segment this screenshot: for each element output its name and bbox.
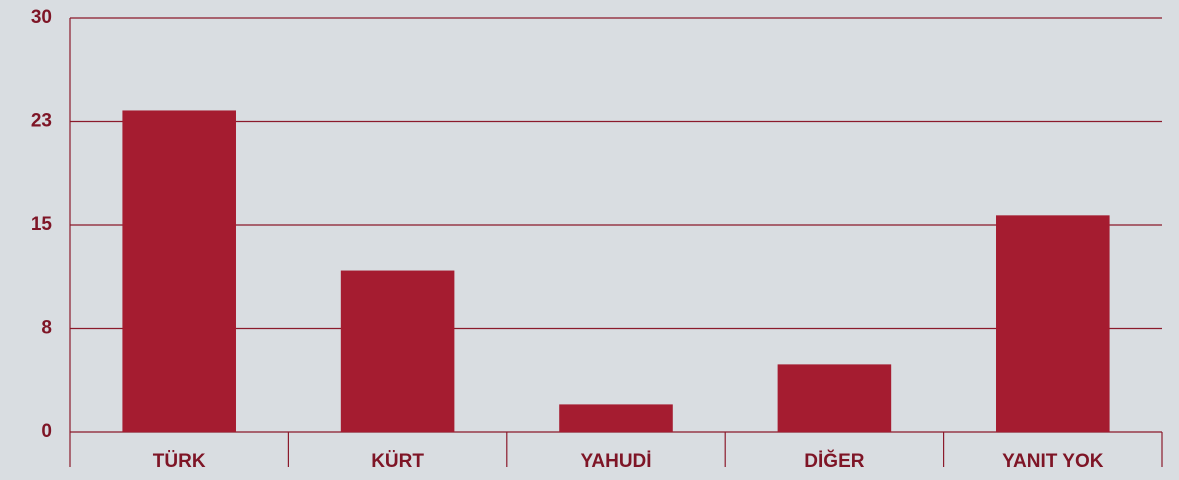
y-tick-label: 8 <box>41 318 52 339</box>
y-tick-label: 15 <box>31 214 53 235</box>
x-tick-label: YANIT YOK <box>1002 451 1104 472</box>
y-tick-label: 30 <box>31 7 52 28</box>
bar <box>996 215 1110 432</box>
bar <box>559 404 673 432</box>
x-tick-label: KÜRT <box>371 451 424 472</box>
x-tick-label: YAHUDİ <box>580 451 651 472</box>
bar <box>122 110 236 433</box>
bar <box>777 364 892 432</box>
x-tick-label: DİĞER <box>804 450 864 472</box>
y-tick-label: 0 <box>41 421 52 442</box>
x-tick-label: TÜRK <box>153 451 206 472</box>
y-tick-label: 23 <box>31 111 52 132</box>
bar <box>340 270 455 432</box>
